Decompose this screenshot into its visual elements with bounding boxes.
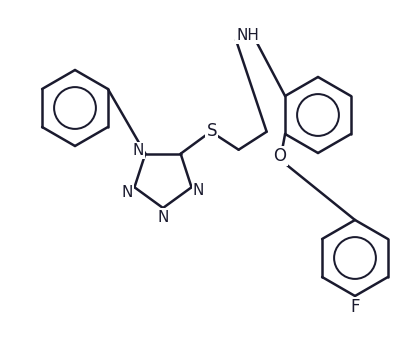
Text: S: S [206, 122, 217, 140]
Text: N: N [122, 185, 133, 200]
Text: N: N [133, 143, 144, 158]
Text: NH: NH [236, 27, 259, 42]
Text: F: F [350, 298, 360, 316]
Text: N: N [158, 210, 168, 225]
Text: N: N [193, 183, 204, 198]
Text: O: O [274, 147, 287, 165]
